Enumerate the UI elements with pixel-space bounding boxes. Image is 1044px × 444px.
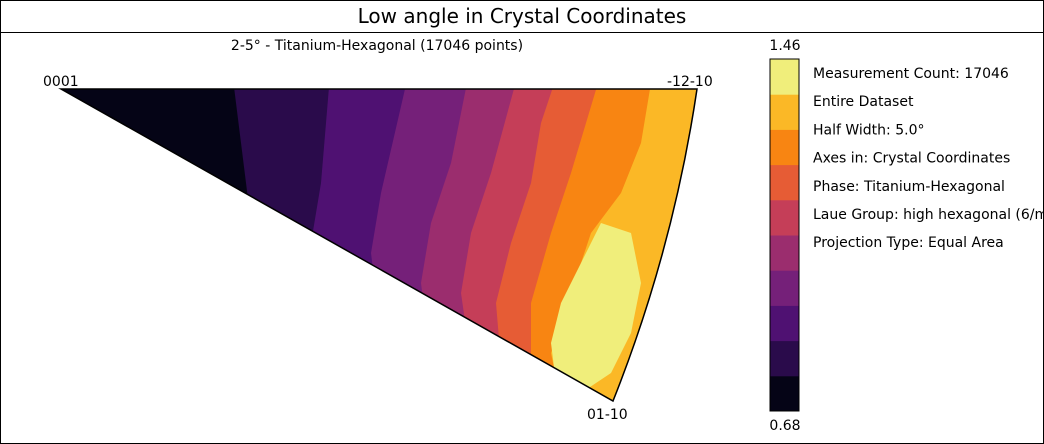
chart-subtitle: 2-5° - Titanium-Hexagonal (17046 points) [231,38,523,54]
scale-band [770,59,799,95]
info-line: Measurement Count: 17046 [813,66,1009,82]
info-line: Half Width: 5.0° [813,122,924,138]
info-line: Projection Type: Equal Area [813,235,1004,251]
scale-band [770,164,799,201]
scale-band [770,340,799,377]
info-line: Entire Dataset [813,94,914,110]
scale-outline [769,58,800,412]
info-line: Laue Group: high hexagonal (6/mmm) [813,207,1043,223]
info-line: Phase: Titanium-Hexagonal [813,179,1005,195]
info-panel: Measurement Count: 17046 Entire Dataset Ha… [813,66,1043,251]
scale-band [770,270,799,306]
scale-band [770,199,799,236]
chart-title: Low angle in Crystal Coordinates [1,1,1043,33]
scale-band [770,129,799,166]
triangle-outline [58,88,698,403]
scale-band [770,235,799,271]
scale-max-label: 1.46 [769,38,800,54]
corner-label-0001: 0001 [43,74,79,90]
scale-min-label: 0.68 [769,418,800,434]
chart-area: 2-5° - Titanium-Hexagonal (17046 points)… [43,38,1043,434]
scale-band [770,305,799,342]
corner-label-12-10: -12-10 [667,74,713,90]
corner-label-01-10: 01-10 [587,407,628,423]
scale-band [770,94,799,130]
scale-band [770,375,799,412]
density-map [61,89,697,401]
density-band [551,223,641,393]
color-scale [769,58,800,412]
info-line: Axes in: Crystal Coordinates [813,151,1010,167]
